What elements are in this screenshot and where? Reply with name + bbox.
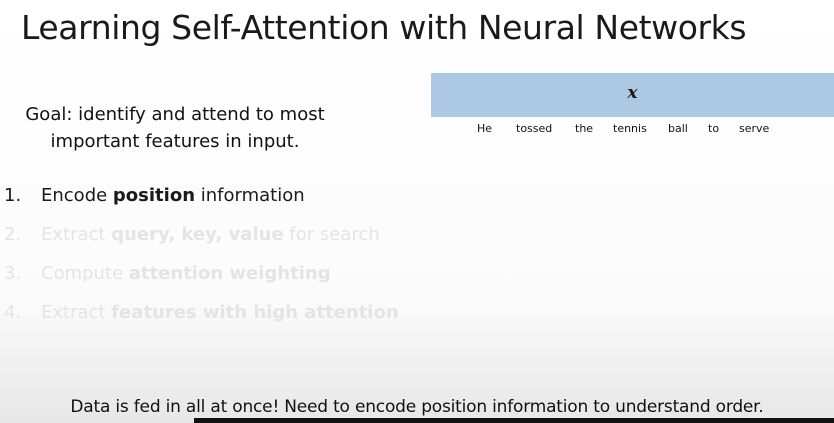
step-keyword: position — [112, 185, 196, 206]
step-text: Compute — [41, 263, 129, 284]
input-label: x — [627, 83, 638, 103]
input-word: tossed — [516, 122, 553, 135]
step-keyword: query, key, value — [111, 224, 284, 245]
input-word: the — [575, 122, 594, 135]
step-number: 4. — [4, 302, 22, 323]
step-text: for search — [283, 224, 380, 245]
step-text: Extract — [41, 302, 112, 323]
step-number: 3. — [4, 263, 22, 284]
goal-line-2: important features in input. — [50, 131, 300, 152]
step-number: 1. — [4, 185, 22, 206]
step-text: information — [195, 185, 305, 206]
input-word: ball — [668, 122, 688, 135]
goal-statement: Goal: identify and attend to most import… — [0, 101, 350, 155]
step-text: Encode — [41, 185, 113, 206]
step-keyword: features with high attention — [111, 302, 399, 323]
step-text: Extract — [41, 224, 112, 245]
video-bottom-bar — [194, 418, 834, 423]
caption: Data is fed in all at once! Need to enco… — [70, 397, 764, 417]
step-number: 2. — [4, 224, 22, 245]
input-word: serve — [739, 122, 770, 135]
input-word: tennis — [613, 122, 647, 135]
goal-line-1: Goal: identify and attend to most — [25, 104, 325, 125]
slide-title: Learning Self-Attention with Neural Netw… — [21, 8, 747, 47]
input-embedding-bar: x — [431, 73, 834, 117]
input-word: He — [477, 122, 493, 135]
input-word: to — [708, 122, 720, 135]
step-keyword: attention weighting — [128, 263, 331, 284]
